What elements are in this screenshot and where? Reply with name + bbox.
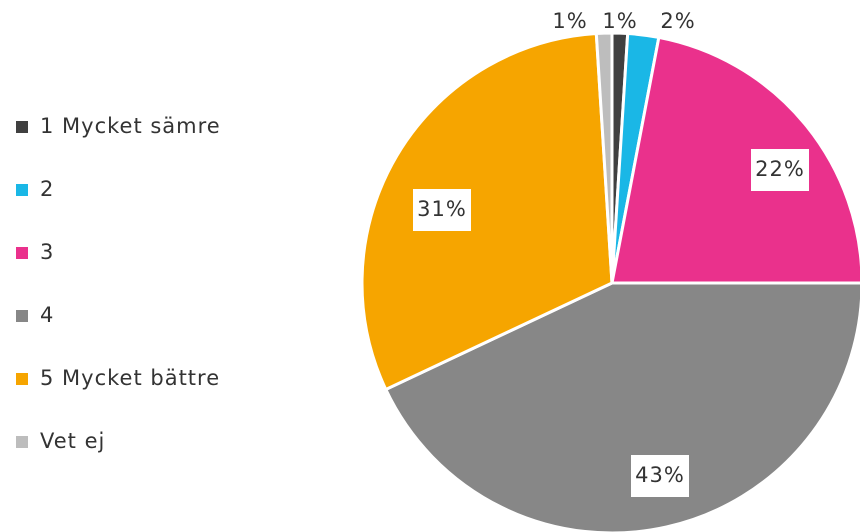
- legend-label: Vet ej: [40, 429, 105, 453]
- data-label: 22%: [755, 157, 805, 181]
- pie-slice: [594, 31, 614, 284]
- legend-label: 4: [40, 303, 54, 327]
- legend-label: 2: [40, 177, 54, 201]
- label-box: [751, 149, 809, 191]
- data-label: 1%: [602, 9, 637, 33]
- data-label: 31%: [417, 197, 467, 221]
- legend-swatch: [16, 436, 28, 448]
- legend-label: 5 Mycket bättre: [40, 366, 220, 390]
- label-box: [413, 189, 471, 231]
- legend-swatch: [16, 184, 28, 196]
- label-box: [631, 455, 689, 497]
- pie-slice: [610, 35, 860, 285]
- legend-swatch: [16, 373, 28, 385]
- pie-slice: [360, 31, 614, 392]
- legend-label: 3: [40, 240, 54, 264]
- legend-swatch: [16, 310, 28, 322]
- legend-swatch: [16, 121, 28, 133]
- legend-swatch: [16, 247, 28, 259]
- data-label: 43%: [635, 463, 685, 487]
- data-label: 1%: [552, 9, 587, 33]
- pie-slice: [383, 281, 860, 532]
- legend-label: 1 Mycket sämre: [40, 114, 221, 138]
- data-label: 2%: [660, 9, 695, 33]
